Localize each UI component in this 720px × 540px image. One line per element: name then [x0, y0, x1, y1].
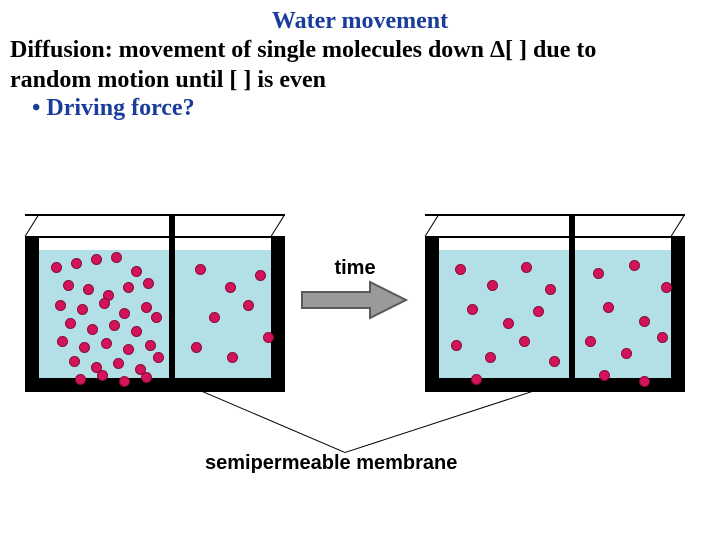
wall-left — [425, 236, 439, 392]
molecule-dot — [467, 304, 478, 315]
wall-bottom — [25, 378, 285, 392]
molecule-dot — [145, 340, 156, 351]
molecule-dot — [119, 308, 130, 319]
molecule-dot — [487, 280, 498, 291]
right-container — [425, 192, 685, 392]
molecule-dot — [123, 344, 134, 355]
molecule-dot — [97, 370, 108, 381]
membrane-left — [169, 214, 175, 378]
molecule-dot — [69, 356, 80, 367]
molecule-dot — [545, 284, 556, 295]
molecule-dot — [629, 260, 640, 271]
molecule-dot — [83, 284, 94, 295]
molecule-dot — [549, 356, 560, 367]
membrane-right — [569, 214, 575, 378]
molecule-dot — [91, 254, 102, 265]
water-right-half — [575, 250, 671, 378]
molecule-dot — [99, 298, 110, 309]
molecule-dot — [639, 376, 650, 387]
molecule-dot — [63, 280, 74, 291]
molecule-dot — [75, 374, 86, 385]
molecule-dot — [621, 348, 632, 359]
membrane-label: semipermeable membrane — [205, 452, 457, 475]
molecule-dot — [101, 338, 112, 349]
molecule-dot — [195, 264, 206, 275]
molecule-dot — [451, 340, 462, 351]
diffusion-diagram: time semipermeable membrane — [0, 162, 720, 522]
rim-back — [25, 214, 285, 216]
molecule-dot — [151, 312, 162, 323]
definition-line-1: Diffusion: movement of single molecules … — [0, 35, 720, 65]
molecule-dot — [661, 282, 672, 293]
molecule-dot — [471, 374, 482, 385]
rim-3d-l — [425, 214, 440, 237]
molecule-dot — [225, 282, 236, 293]
rim-front — [25, 236, 285, 238]
molecule-dot — [485, 352, 496, 363]
molecule-dot — [141, 302, 152, 313]
rim-front — [425, 236, 685, 238]
molecule-dot — [191, 342, 202, 353]
molecule-dot — [209, 312, 220, 323]
rim-3d-r — [671, 214, 686, 237]
rim-back — [425, 214, 685, 216]
molecule-dot — [77, 304, 88, 315]
definition-line-2: random motion until [ ] is even — [0, 65, 720, 95]
molecule-dot — [503, 318, 514, 329]
molecule-dot — [119, 376, 130, 387]
molecule-dot — [227, 352, 238, 363]
molecule-dot — [141, 372, 152, 383]
molecule-dot — [263, 332, 274, 343]
molecule-dot — [255, 270, 266, 281]
molecule-dot — [57, 336, 68, 347]
time-label: time — [300, 257, 410, 280]
water-right-half — [175, 250, 271, 378]
molecule-dot — [87, 324, 98, 335]
molecule-dot — [55, 300, 66, 311]
molecule-dot — [603, 302, 614, 313]
molecule-dot — [153, 352, 164, 363]
molecule-dot — [65, 318, 76, 329]
molecule-dot — [599, 370, 610, 381]
molecule-dot — [123, 282, 134, 293]
molecule-dot — [657, 332, 668, 343]
rim-3d-l — [25, 214, 40, 237]
molecule-dot — [521, 262, 532, 273]
molecule-dot — [131, 326, 142, 337]
bullet-question: • Driving force? — [0, 95, 720, 122]
arrow-icon — [300, 280, 410, 320]
molecule-dot — [79, 342, 90, 353]
molecule-dot — [143, 278, 154, 289]
molecule-dot — [639, 316, 650, 327]
molecule-dot — [533, 306, 544, 317]
molecule-dot — [455, 264, 466, 275]
molecule-dot — [519, 336, 530, 347]
rim-3d-r — [271, 214, 286, 237]
left-container — [25, 192, 285, 392]
molecule-dot — [51, 262, 62, 273]
wall-left — [25, 236, 39, 392]
page-title: Water movement — [0, 0, 720, 35]
molecule-dot — [113, 358, 124, 369]
molecule-dot — [131, 266, 142, 277]
time-arrow: time — [300, 257, 410, 320]
molecule-dot — [111, 252, 122, 263]
molecule-dot — [243, 300, 254, 311]
molecule-dot — [109, 320, 120, 331]
molecule-dot — [585, 336, 596, 347]
molecule-dot — [71, 258, 82, 269]
wall-right — [271, 236, 285, 392]
molecule-dot — [593, 268, 604, 279]
wall-right — [671, 236, 685, 392]
